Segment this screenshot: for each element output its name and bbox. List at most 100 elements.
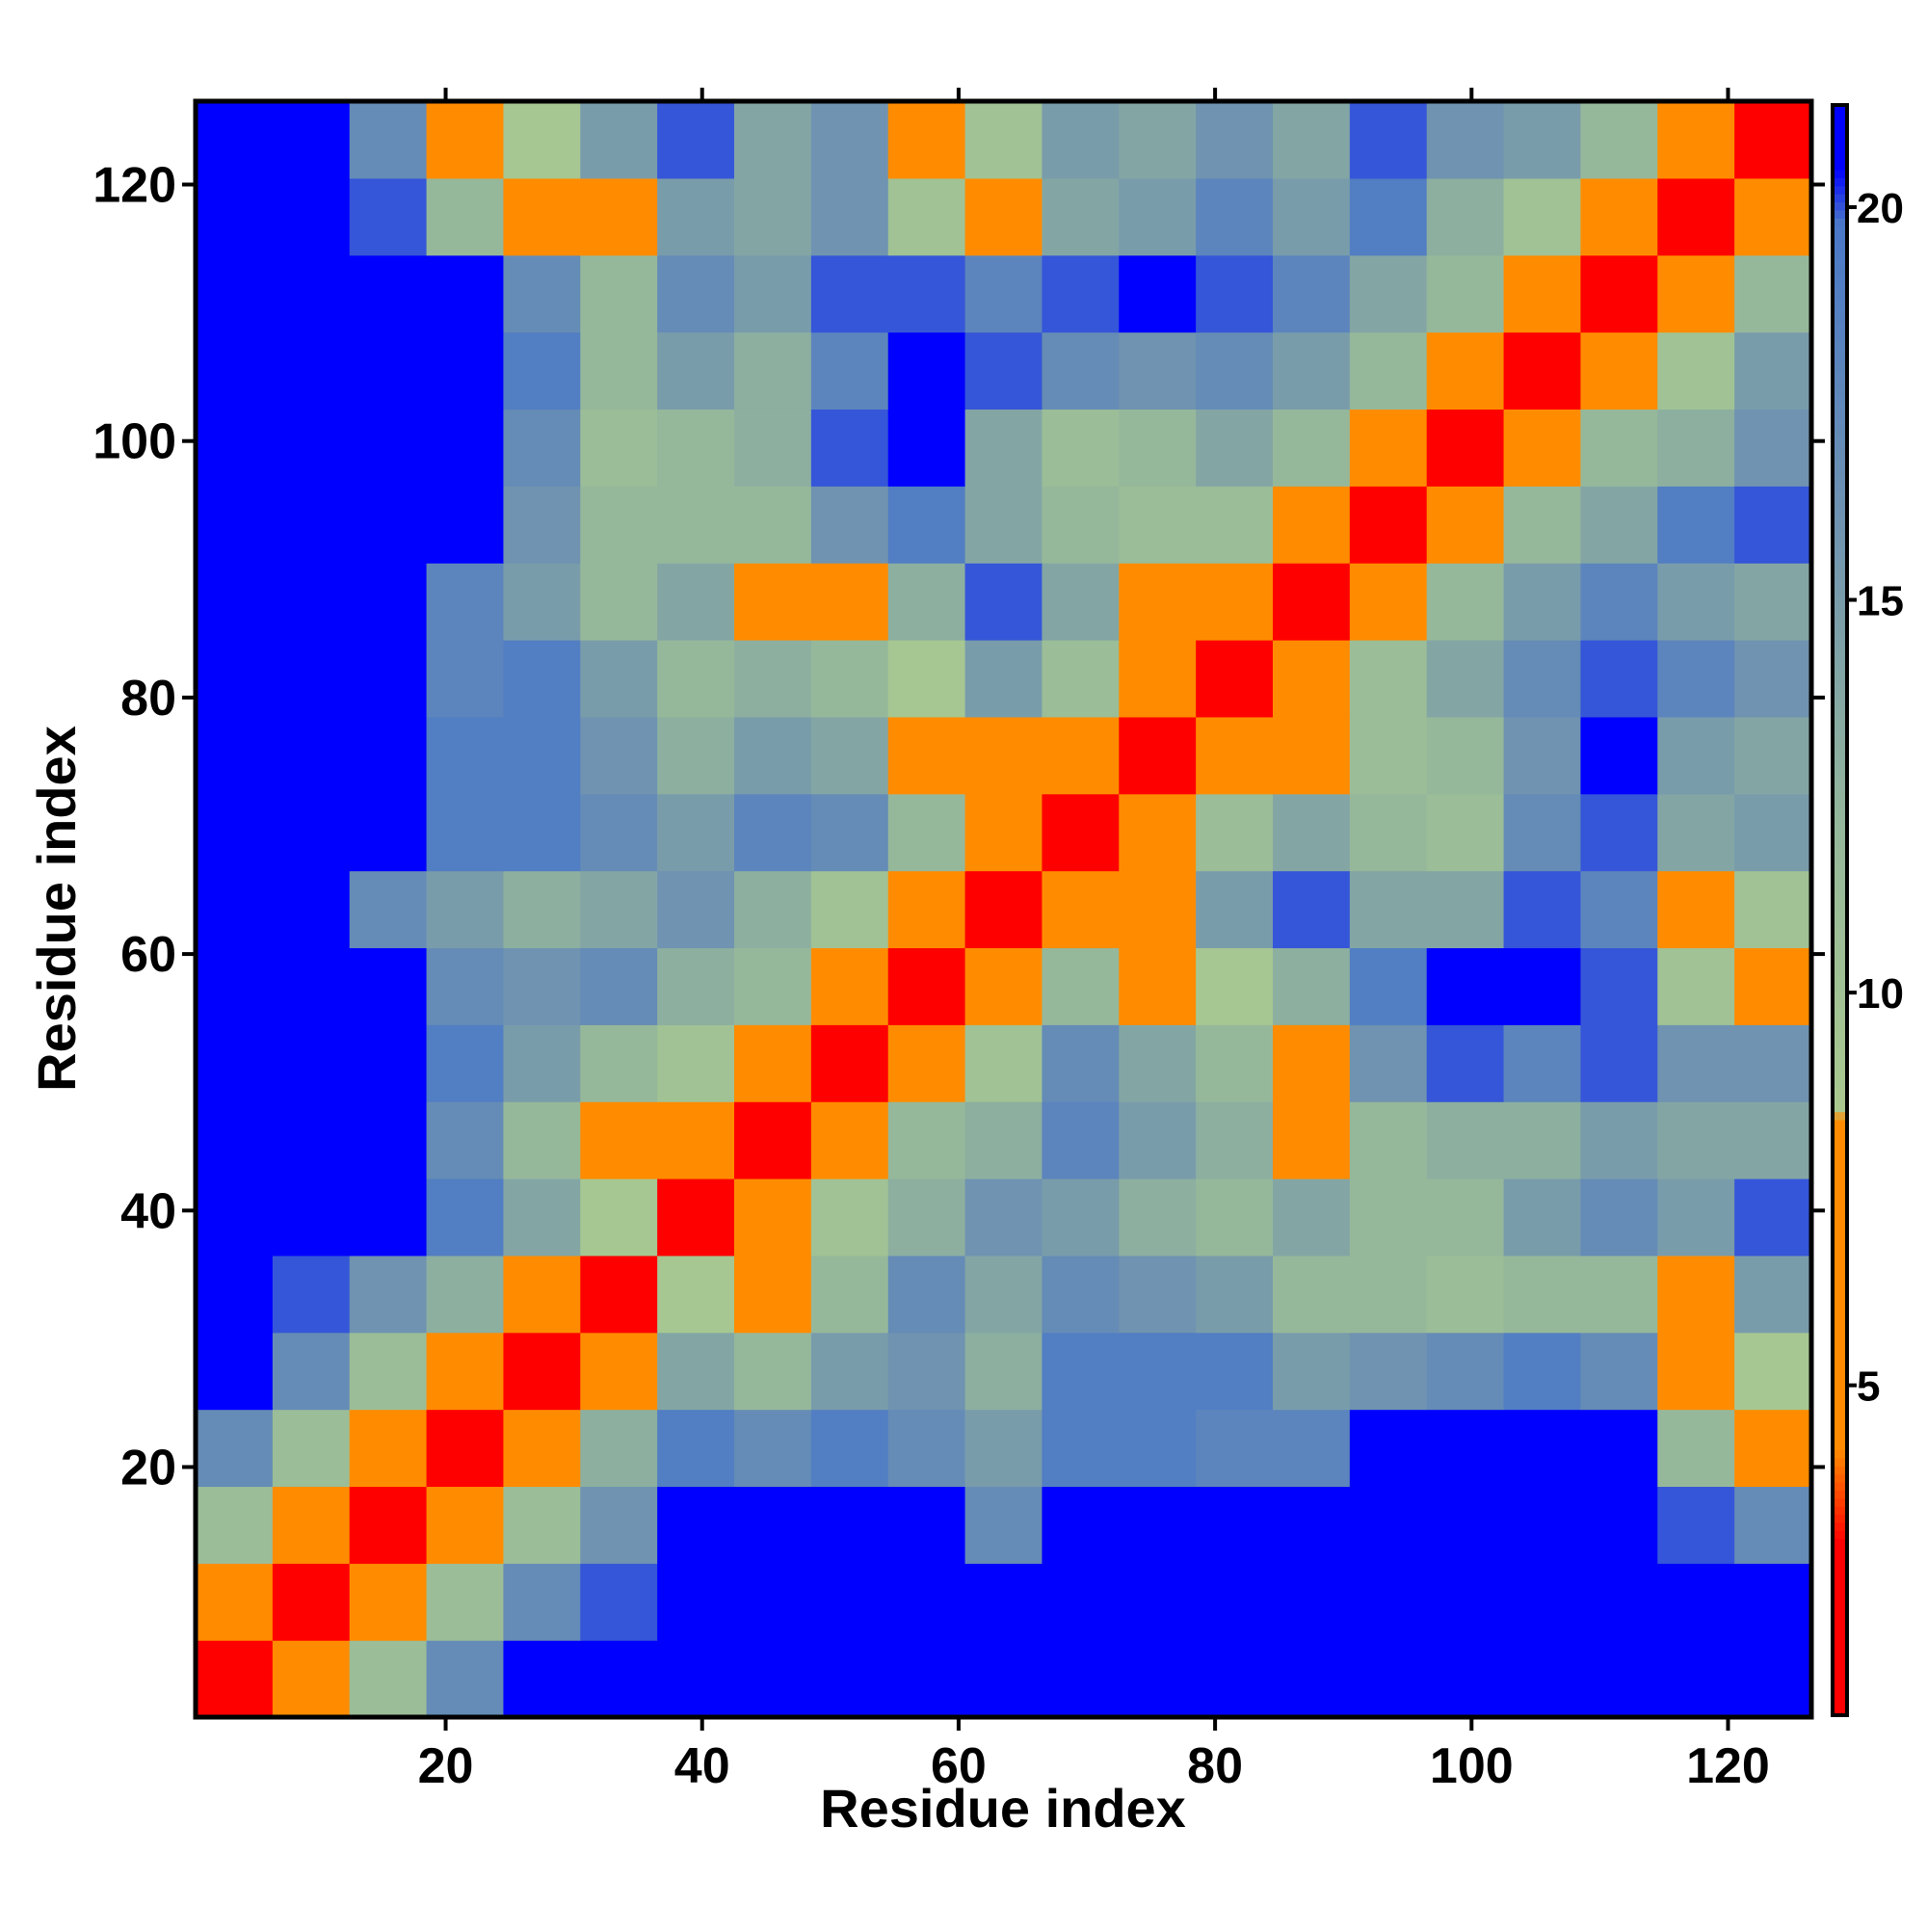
heatmap-cell	[503, 177, 581, 256]
colorbar-segment	[1833, 1200, 1847, 1209]
heatmap-cell	[810, 331, 889, 410]
heatmap-cell	[810, 1486, 889, 1564]
heatmap-cell	[272, 486, 351, 564]
heatmap-cell	[1042, 1101, 1120, 1179]
heatmap-cell	[196, 640, 274, 718]
colorbar-segment	[1833, 1490, 1847, 1499]
heatmap-cell	[503, 870, 581, 949]
colorbar-segment	[1833, 1666, 1847, 1677]
heatmap-cell	[1734, 1332, 1812, 1411]
heatmap-cell	[734, 1178, 812, 1257]
heatmap-cell	[580, 716, 658, 795]
heatmap-cell	[1349, 101, 1428, 179]
colorbar-segment	[1833, 483, 1847, 492]
heatmap-cell	[1119, 640, 1197, 718]
heatmap-cell	[1042, 1486, 1120, 1564]
heatmap-cell	[196, 947, 274, 1025]
heatmap-cell	[1657, 716, 1735, 795]
heatmap-cell	[1273, 716, 1351, 795]
colorbar-segment	[1833, 1344, 1847, 1354]
heatmap-cell	[272, 1563, 351, 1641]
colorbar-segment	[1833, 991, 1847, 1000]
heatmap-cell	[1273, 331, 1351, 410]
heatmap-cell	[887, 1101, 966, 1179]
heatmap-cell	[1273, 101, 1351, 179]
colorbar-segment	[1833, 1425, 1847, 1435]
colorbar-segment	[1833, 169, 1847, 178]
heatmap-cell	[964, 870, 1043, 949]
heatmap-cell	[1042, 870, 1120, 949]
heatmap-cell	[1196, 486, 1274, 564]
colorbar-segment	[1833, 1514, 1847, 1523]
heatmap-cell	[964, 563, 1043, 641]
heatmap-cell	[503, 331, 581, 410]
colorbar-segment	[1833, 741, 1847, 751]
heatmap-cell	[734, 793, 812, 872]
colorbar-segment	[1833, 1497, 1847, 1507]
colorbar-segment	[1833, 1385, 1847, 1394]
colorbar-segment	[1833, 266, 1847, 276]
heatmap-cell	[887, 101, 966, 179]
colorbar-segment	[1833, 1280, 1847, 1289]
colorbar-segment	[1833, 435, 1847, 444]
heatmap-cell	[1580, 870, 1658, 949]
heatmap-cell	[503, 1332, 581, 1411]
colorbar-segment	[1833, 217, 1847, 227]
colorbar-segment	[1833, 1087, 1847, 1097]
heatmap-cell	[1734, 101, 1812, 179]
heatmap-cell	[1196, 254, 1274, 333]
heatmap-cell	[1503, 1024, 1582, 1102]
heatmap-cell	[196, 331, 274, 410]
heatmap-cell	[1042, 716, 1120, 795]
heatmap-cell	[810, 1563, 889, 1641]
heatmap-cell	[1580, 331, 1658, 410]
heatmap-cell	[426, 947, 505, 1025]
heatmap-cell	[964, 1178, 1043, 1257]
heatmap-cell	[657, 1563, 735, 1641]
heatmap-cell	[1426, 177, 1505, 256]
colorbar-segment	[1833, 418, 1847, 428]
colorbar-frame	[1831, 103, 1849, 1717]
heatmap-cell	[964, 640, 1043, 718]
colorbar-segment	[1833, 1095, 1847, 1104]
heatmap-cell	[1273, 254, 1351, 333]
colorbar-segment	[1833, 604, 1847, 614]
x-axis-title: Residue index	[820, 1778, 1186, 1839]
heatmap-cell	[580, 563, 658, 641]
heatmap-cell	[734, 486, 812, 564]
heatmap-cell	[1734, 409, 1812, 487]
colorbar-segment	[1833, 379, 1847, 388]
heatmap-cell	[196, 793, 274, 872]
colorbar-segment	[1833, 684, 1847, 694]
heatmap-cell	[810, 716, 889, 795]
heatmap-cell	[1196, 563, 1274, 641]
heatmap-cell	[1349, 1178, 1428, 1257]
colorbar-segment	[1833, 516, 1847, 525]
heatmap-cell	[349, 101, 428, 179]
heatmap-cell	[272, 1178, 351, 1257]
heatmap-cell	[1273, 563, 1351, 641]
colorbar-segment	[1833, 1586, 1847, 1596]
heatmap-cell	[1503, 640, 1582, 718]
heatmap-cell	[1042, 1024, 1120, 1102]
colorbar-segment	[1833, 362, 1847, 372]
heatmap-cell	[1273, 1563, 1351, 1641]
heatmap-cell	[1273, 1640, 1351, 1718]
heatmap-cell	[1042, 1332, 1120, 1411]
heatmap-cell	[580, 947, 658, 1025]
heatmap-cell	[1349, 716, 1428, 795]
heatmap-cell	[196, 177, 274, 256]
heatmap-cell	[272, 1640, 351, 1718]
heatmap-cell	[1657, 101, 1735, 179]
heatmap-cell	[1657, 331, 1735, 410]
colorbar-segment	[1833, 1296, 1847, 1306]
colorbar-segment	[1833, 1634, 1847, 1644]
heatmap-cell	[1196, 870, 1274, 949]
heatmap-cell	[196, 1332, 274, 1411]
colorbar-segment	[1833, 1473, 1847, 1483]
colorbar-segment	[1833, 765, 1847, 775]
heatmap-cell	[580, 1178, 658, 1257]
colorbar-segment	[1833, 298, 1847, 307]
heatmap-cell	[1426, 254, 1505, 333]
